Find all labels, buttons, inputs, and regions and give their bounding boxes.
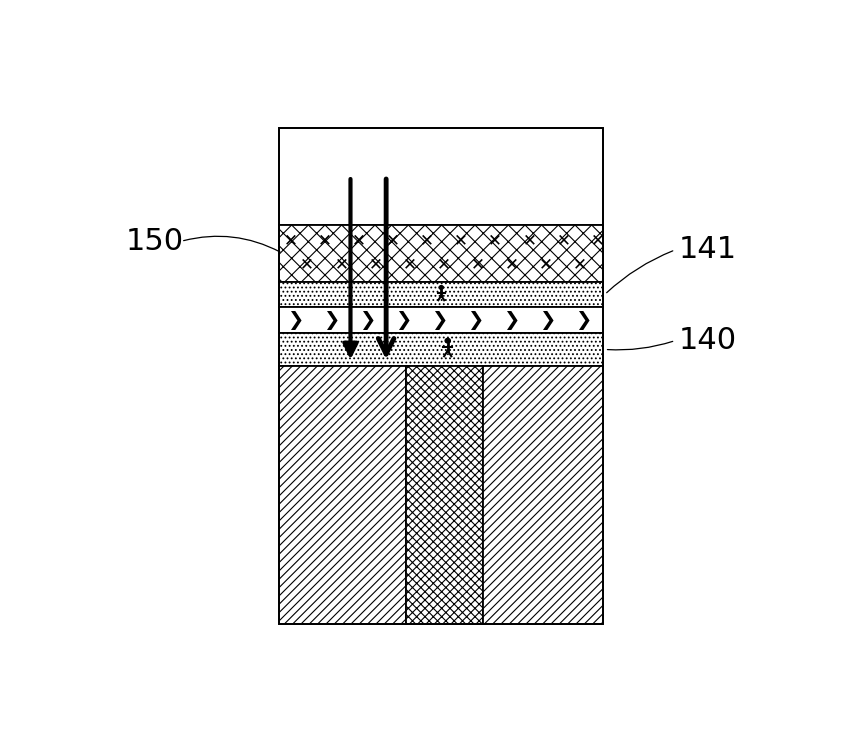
Text: ✕: ✕ <box>317 232 332 250</box>
Text: ❯: ❯ <box>538 311 555 330</box>
Text: ❯: ❯ <box>287 311 303 330</box>
Circle shape <box>445 339 450 343</box>
Text: ✕: ✕ <box>590 232 603 250</box>
Bar <box>279 282 603 308</box>
Bar <box>279 128 603 624</box>
Text: ❯: ❯ <box>359 311 376 330</box>
Text: ✕: ✕ <box>572 255 586 274</box>
Bar <box>279 333 603 366</box>
Text: ❯: ❯ <box>467 311 484 330</box>
Text: ✕: ✕ <box>284 232 298 250</box>
Text: ❯: ❯ <box>323 311 339 330</box>
Text: ✕: ✕ <box>454 232 468 250</box>
Text: ✕: ✕ <box>419 232 434 250</box>
Text: ❯: ❯ <box>575 311 591 330</box>
Text: ✕: ✕ <box>402 255 416 274</box>
Bar <box>279 224 603 282</box>
Bar <box>483 366 603 624</box>
Text: ✕: ✕ <box>334 255 348 274</box>
Text: ✕: ✕ <box>436 255 450 274</box>
Text: 140: 140 <box>678 326 736 355</box>
Text: ✕: ✕ <box>556 232 570 250</box>
Text: ✕: ✕ <box>504 255 518 274</box>
Text: ✕: ✕ <box>522 232 536 250</box>
Text: 141: 141 <box>678 236 736 264</box>
Text: ✕: ✕ <box>538 255 552 274</box>
Text: ✕: ✕ <box>368 255 382 274</box>
Text: ❯: ❯ <box>431 311 447 330</box>
Text: ✕: ✕ <box>386 232 399 250</box>
Text: ✕: ✕ <box>470 255 484 274</box>
Bar <box>279 128 603 224</box>
Bar <box>405 366 483 624</box>
Text: ✕: ✕ <box>300 255 314 274</box>
Text: 150: 150 <box>126 227 184 256</box>
Text: ✕: ✕ <box>488 232 501 250</box>
Bar <box>279 366 405 624</box>
Bar <box>279 308 603 333</box>
Text: ❯: ❯ <box>503 311 519 330</box>
Circle shape <box>439 286 443 289</box>
Text: ✕: ✕ <box>352 232 365 250</box>
Text: ❯: ❯ <box>395 311 411 330</box>
